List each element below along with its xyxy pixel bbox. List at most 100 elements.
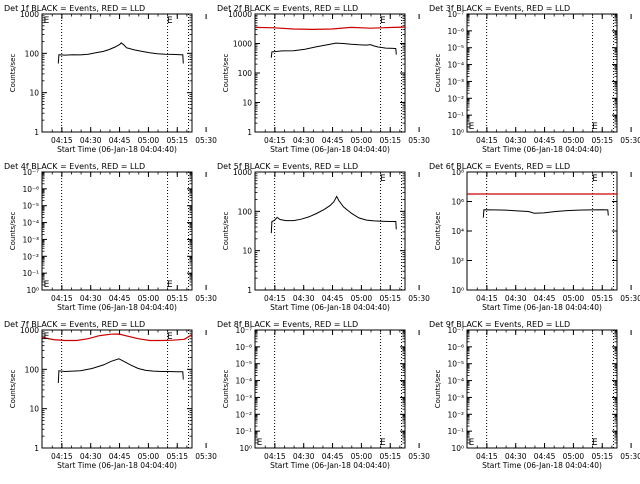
plot-panel-2: Det 2f BLACK = Events, RED = LLD 1 10 100 10… [217, 4, 430, 154]
x-tick-label: 05:00 [351, 452, 373, 461]
y-tick-label: 10⁻³ [22, 235, 39, 244]
y-tick-label: 10⁸ [451, 168, 464, 177]
plot-title: Det 4f BLACK = Events, RED = LLD [4, 162, 145, 171]
x-tick-label: 05:30 [620, 452, 640, 461]
x-tick-label: 05:30 [195, 294, 217, 303]
x-axis-label: Start Time (06-Jan-18 04:04:40) [482, 461, 602, 470]
e-marker-label: E [469, 122, 475, 132]
axes-frame [41, 13, 193, 133]
e-marker-label: E [167, 280, 173, 290]
x-tick-label: 05:15 [166, 452, 188, 461]
e-marker-label: E [380, 16, 386, 26]
y-tick-label: 10⁰ [451, 128, 464, 137]
y-tick-label: 10⁻³ [235, 393, 252, 402]
axes-frame [41, 171, 193, 291]
plot-title: Det 8f BLACK = Events, RED = LLD [217, 320, 358, 329]
plot-title: Det 9f BLACK = Events, RED = LLD [429, 320, 570, 329]
y-tick-label: 10⁰ [451, 286, 464, 295]
y-tick-label: 1000 [20, 10, 39, 19]
y-tick-label: 10 [29, 405, 39, 414]
x-tick-label: 05:30 [620, 294, 640, 303]
y-tick-label: 10⁴ [451, 227, 464, 236]
x-tick-label: 05:30 [620, 136, 640, 145]
e-marker-label: E [380, 438, 386, 448]
y-tick-label: 1 [247, 286, 252, 295]
x-axis-label: Start Time (06-Jan-18 04:04:40) [482, 145, 602, 154]
x-axis-label: Start Time (06-Jan-18 04:04:40) [270, 303, 390, 312]
e-marker-label: E [44, 332, 50, 342]
events-series-line [270, 195, 397, 234]
y-tick-label: 100 [238, 207, 253, 216]
y-tick-label: 10⁻⁷ [235, 326, 252, 335]
x-tick-label: 05:30 [195, 136, 217, 145]
plot-title: Det 2f BLACK = Events, RED = LLD [217, 4, 358, 13]
y-axis-label: Counts/sec [222, 370, 230, 409]
y-axis-label: Counts/sec [9, 212, 17, 251]
y-tick-label: 10⁻³ [447, 393, 464, 402]
y-tick-label: 10⁻⁴ [447, 61, 464, 70]
x-axis-label: Start Time (06-Jan-18 04:04:40) [270, 145, 390, 154]
e-marker-label: E [380, 174, 386, 184]
y-tick-label: 10⁰ [26, 286, 39, 295]
x-tick-label: 04:30 [505, 452, 527, 461]
x-tick-label: 05:00 [138, 136, 160, 145]
y-tick-label: 10⁻² [447, 410, 464, 419]
y-tick-label: 10⁻⁵ [22, 202, 39, 211]
x-tick-label: 04:30 [293, 136, 315, 145]
y-tick-label: 10⁻¹ [22, 269, 39, 278]
x-tick-label: 04:30 [293, 294, 315, 303]
plot-title: Det 1f BLACK = Events, RED = LLD [4, 4, 145, 13]
x-tick-label: 05:00 [351, 294, 373, 303]
x-tick-label: 04:15 [51, 136, 73, 145]
y-tick-label: 1000 [233, 168, 252, 177]
x-tick-label: 04:30 [80, 452, 102, 461]
y-tick-label: 100 [25, 365, 40, 374]
y-axis-label: Counts/sec [434, 370, 442, 409]
x-tick-label: 04:30 [505, 294, 527, 303]
y-tick-label: 10⁻⁵ [447, 44, 464, 53]
x-tick-label: 05:00 [351, 136, 373, 145]
e-marker-label: E [167, 16, 173, 26]
plot-panel-3: Det 3f BLACK = Events, RED = LLD 10⁰ 10⁻¹ 1… [429, 4, 640, 154]
plot-panel-4: Det 4f BLACK = Events, RED = LLD 10⁰ 10⁻¹ 1… [4, 162, 217, 312]
plot-panel-6: Det 6f BLACK = Events, RED = LLD 10⁰ 10² 10… [429, 162, 640, 312]
axes-frame [466, 329, 618, 449]
y-tick-label: 10⁻¹ [235, 427, 252, 436]
x-tick-label: 04:45 [322, 294, 344, 303]
y-tick-label: 1 [247, 128, 252, 137]
y-tick-label: 10⁻⁶ [447, 27, 464, 36]
x-tick-label: 04:45 [322, 136, 344, 145]
y-tick-label: 10000 [228, 10, 252, 19]
x-tick-label: 04:15 [264, 452, 286, 461]
y-tick-label: 10⁶ [451, 198, 464, 207]
events-series-line [57, 358, 184, 384]
events-series-line [482, 209, 609, 218]
x-tick-label: 05:15 [166, 136, 188, 145]
y-tick-label: 1 [34, 444, 39, 453]
x-axis-label: Start Time (06-Jan-18 04:04:40) [57, 461, 177, 470]
y-tick-label: 10⁻² [235, 410, 252, 419]
axes-frame [254, 13, 406, 133]
x-tick-label: 04:45 [534, 294, 556, 303]
x-tick-label: 05:30 [408, 136, 430, 145]
y-axis-label: Counts/sec [222, 212, 230, 251]
x-tick-label: 05:15 [591, 136, 613, 145]
x-tick-label: 05:15 [591, 452, 613, 461]
plot-panel-9: Det 9f BLACK = Events, RED = LLD 10⁰ 10⁻¹ 1… [429, 320, 640, 470]
plot-title: Det 7f BLACK = Events, RED = LLD [4, 320, 145, 329]
x-axis-label: Start Time (06-Jan-18 04:04:40) [57, 145, 177, 154]
y-axis-label: Counts/sec [9, 54, 17, 93]
x-tick-label: 05:30 [408, 294, 430, 303]
x-tick-label: 05:15 [591, 294, 613, 303]
x-tick-label: 04:45 [534, 452, 556, 461]
y-tick-label: 10⁻¹ [447, 427, 464, 436]
x-tick-label: 04:30 [80, 294, 102, 303]
x-tick-label: 04:15 [476, 452, 498, 461]
axes-frame [466, 171, 618, 291]
x-tick-label: 05:30 [408, 452, 430, 461]
plot-title: Det 6f BLACK = Events, RED = LLD [429, 162, 570, 171]
e-marker-label: E [167, 332, 173, 342]
x-tick-label: 04:30 [505, 136, 527, 145]
